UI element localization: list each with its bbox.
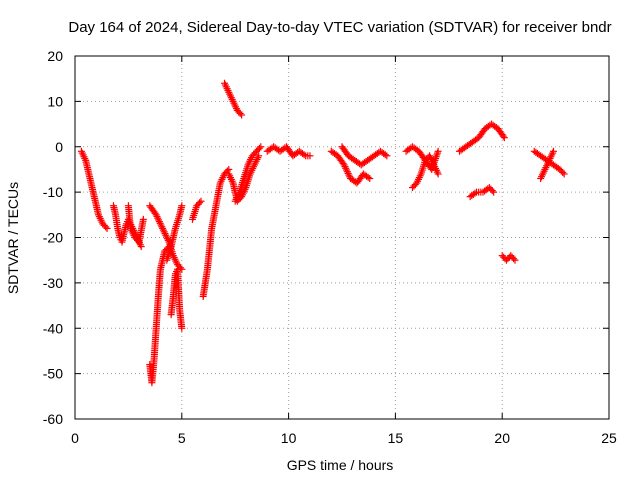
data-points xyxy=(77,79,568,387)
chart-title: Day 164 of 2024, Sidereal Day-to-day VTE… xyxy=(68,19,611,36)
y-tick-label: -10 xyxy=(43,184,63,200)
data-point xyxy=(159,226,167,234)
data-point xyxy=(157,221,165,229)
data-point xyxy=(381,151,389,159)
data-point xyxy=(499,132,507,140)
data-point xyxy=(560,170,568,178)
data-point xyxy=(178,324,186,332)
data-point xyxy=(383,152,391,160)
data-point xyxy=(162,231,170,239)
data-point xyxy=(178,202,186,210)
data-point xyxy=(364,173,372,181)
data-point xyxy=(471,189,479,197)
data-point xyxy=(223,167,231,175)
data-point xyxy=(155,216,163,224)
y-tick-label: -40 xyxy=(43,320,63,336)
y-tick-label: -50 xyxy=(43,366,63,382)
data-point xyxy=(102,223,110,231)
data-point xyxy=(511,256,519,264)
data-point xyxy=(257,143,265,151)
data-point xyxy=(490,188,498,196)
data-point xyxy=(342,164,350,172)
x-tick-label: 5 xyxy=(178,430,186,446)
data-point xyxy=(255,144,263,152)
x-axis-label: GPS time / hours xyxy=(287,457,394,473)
data-point xyxy=(197,197,205,205)
data-point xyxy=(510,255,518,263)
data-point xyxy=(163,233,171,241)
data-point xyxy=(255,152,263,160)
axis-ticks: 0 5 10 15 20 25 -60 -50 -40 -30 -20 -10 0 10 20 xyxy=(43,48,617,446)
grid xyxy=(75,56,609,419)
data-point xyxy=(434,147,442,155)
data-point xyxy=(500,134,508,142)
data-point xyxy=(152,211,160,219)
data-point xyxy=(158,223,166,231)
data-point xyxy=(559,168,567,176)
x-tick-label: 25 xyxy=(601,430,617,446)
data-point xyxy=(156,219,164,227)
data-point xyxy=(164,236,172,244)
data-point xyxy=(154,214,162,222)
data-point xyxy=(341,163,349,171)
data-point xyxy=(238,111,246,119)
data-point xyxy=(366,175,374,183)
y-tick-label: 0 xyxy=(55,139,63,155)
data-point xyxy=(549,147,557,155)
data-point xyxy=(153,213,161,221)
data-point xyxy=(344,169,352,177)
data-point xyxy=(159,224,167,232)
x-tick-label: 15 xyxy=(388,430,404,446)
x-tick-label: 20 xyxy=(494,430,510,446)
data-point xyxy=(343,166,351,174)
data-point xyxy=(161,230,169,238)
x-tick-label: 10 xyxy=(281,430,297,446)
data-point xyxy=(340,161,348,169)
data-point xyxy=(236,109,244,117)
data-point xyxy=(137,243,145,251)
data-point xyxy=(196,199,204,207)
data-point xyxy=(306,152,314,160)
data-point xyxy=(434,170,442,178)
y-tick-label: -30 xyxy=(43,275,63,291)
y-tick-label: -60 xyxy=(43,411,63,427)
data-point xyxy=(155,218,163,226)
y-tick-label: 20 xyxy=(47,48,63,64)
y-axis-label: SDTVAR / TECUs xyxy=(5,182,21,294)
x-tick-label: 0 xyxy=(71,430,79,446)
data-point xyxy=(103,224,111,232)
data-point xyxy=(160,228,168,236)
data-point xyxy=(139,215,147,223)
data-point xyxy=(163,235,171,243)
y-tick-label: 10 xyxy=(47,93,63,109)
data-point xyxy=(345,171,353,179)
data-point xyxy=(488,187,496,195)
y-tick-label: -20 xyxy=(43,230,63,246)
data-point xyxy=(343,168,351,176)
data-point xyxy=(300,151,308,159)
